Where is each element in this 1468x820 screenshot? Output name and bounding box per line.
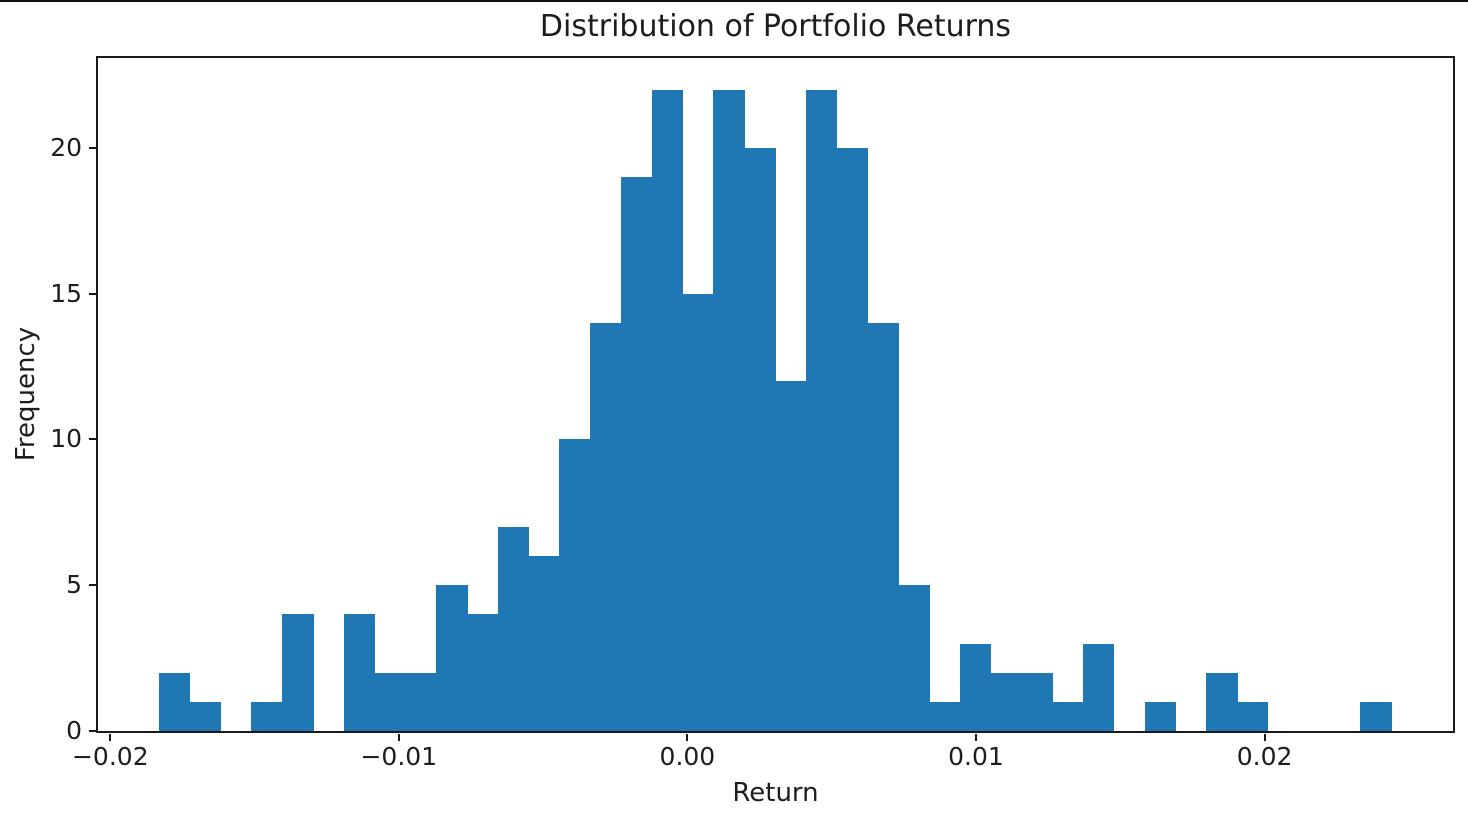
plot-area [96, 56, 1455, 733]
histogram-bars-container [98, 58, 1453, 731]
top-edge-line [0, 0, 1468, 2]
y-tick-label: 20 [50, 132, 82, 162]
histogram-bar [929, 701, 961, 731]
histogram-bar [620, 176, 653, 731]
x-tick-label: −0.01 [360, 742, 438, 771]
histogram-bar [898, 585, 930, 731]
x-tick-mark [686, 734, 689, 741]
y-tick-mark [89, 292, 96, 295]
histogram-bar [744, 147, 776, 731]
histogram-bar [836, 147, 869, 731]
histogram-bar [1360, 701, 1392, 731]
x-axis-label: Return [732, 778, 819, 808]
histogram-bar [251, 701, 283, 731]
histogram-bar [497, 526, 530, 731]
histogram-bar [774, 381, 807, 731]
x-tick-label: 0.01 [948, 742, 1004, 771]
histogram-bar [466, 614, 499, 731]
y-tick-mark [89, 730, 96, 732]
histogram-bar [805, 89, 838, 731]
histogram-bar [158, 672, 191, 731]
histogram-bar [1144, 701, 1177, 731]
histogram-bar [405, 672, 437, 731]
histogram-bar [189, 701, 222, 731]
chart-title: Distribution of Portfolio Returns [539, 9, 1012, 44]
x-tick-label: −0.02 [71, 742, 149, 771]
histogram-bar [436, 585, 468, 731]
histogram-bar [528, 556, 560, 731]
x-tick-mark [397, 734, 400, 741]
y-tick-label: 0 [66, 716, 82, 745]
histogram-bar [343, 614, 376, 731]
y-tick-label: 5 [66, 570, 82, 600]
y-axis-label: Frequency [11, 326, 41, 462]
x-tick-label: 0.00 [659, 742, 716, 771]
histogram-bar [1052, 701, 1084, 731]
y-tick-label: 10 [50, 424, 82, 454]
x-tick-mark [975, 734, 977, 741]
y-tick-mark [89, 438, 96, 441]
histogram-bar [1021, 672, 1053, 731]
histogram-bar [374, 672, 406, 731]
histogram-bar [867, 322, 899, 731]
histogram-bar [713, 89, 745, 731]
histogram-bar [590, 322, 622, 731]
histogram-bar [959, 643, 992, 731]
x-tick-mark [109, 734, 112, 741]
x-tick-label: 0.02 [1236, 742, 1293, 771]
histogram-bar [1083, 643, 1115, 731]
histogram-bar [990, 672, 1023, 731]
y-tick-mark [89, 146, 96, 149]
y-tick-label: 15 [50, 278, 82, 308]
histogram-bar [559, 439, 591, 731]
x-tick-mark [1263, 734, 1266, 741]
histogram-bar [682, 293, 714, 731]
histogram-bar [1237, 701, 1269, 731]
y-tick-mark [89, 584, 96, 587]
histogram-bar [282, 614, 314, 731]
histogram-bar [1206, 672, 1238, 731]
histogram-bar [651, 89, 684, 731]
